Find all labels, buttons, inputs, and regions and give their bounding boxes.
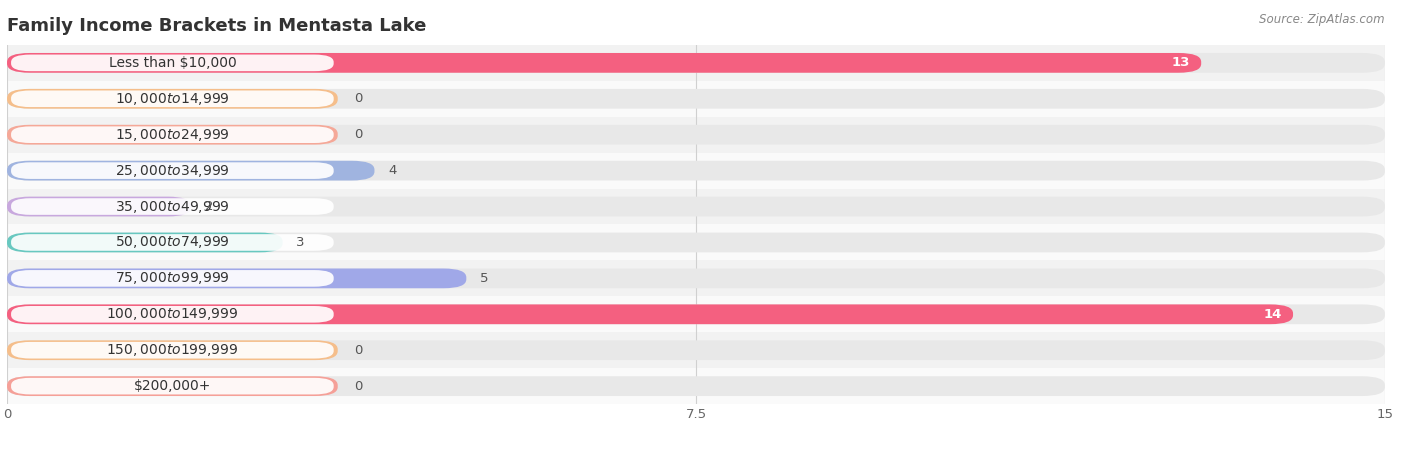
- FancyBboxPatch shape: [11, 91, 333, 107]
- Bar: [7, 296, 1385, 332]
- FancyBboxPatch shape: [7, 125, 1385, 145]
- FancyBboxPatch shape: [11, 342, 333, 358]
- Text: $200,000+: $200,000+: [134, 379, 211, 393]
- Text: $50,000 to $74,999: $50,000 to $74,999: [115, 234, 229, 251]
- Text: $15,000 to $24,999: $15,000 to $24,999: [115, 127, 229, 143]
- FancyBboxPatch shape: [7, 376, 337, 396]
- Text: 0: 0: [354, 344, 363, 357]
- Bar: [7, 189, 1385, 224]
- Text: 14: 14: [1264, 308, 1282, 321]
- FancyBboxPatch shape: [7, 197, 1385, 216]
- Bar: [7, 224, 1385, 260]
- Bar: [7, 260, 1385, 296]
- Text: Less than $10,000: Less than $10,000: [108, 56, 236, 70]
- FancyBboxPatch shape: [7, 269, 467, 288]
- FancyBboxPatch shape: [11, 270, 333, 286]
- FancyBboxPatch shape: [7, 304, 1385, 324]
- FancyBboxPatch shape: [11, 127, 333, 143]
- Bar: [7, 153, 1385, 189]
- Text: 5: 5: [479, 272, 489, 285]
- Text: 0: 0: [354, 92, 363, 105]
- FancyBboxPatch shape: [7, 125, 337, 145]
- Text: 0: 0: [354, 380, 363, 392]
- FancyBboxPatch shape: [7, 161, 1385, 180]
- FancyBboxPatch shape: [7, 233, 1385, 252]
- FancyBboxPatch shape: [11, 55, 333, 71]
- FancyBboxPatch shape: [7, 304, 1294, 324]
- FancyBboxPatch shape: [7, 161, 374, 180]
- Text: Family Income Brackets in Mentasta Lake: Family Income Brackets in Mentasta Lake: [7, 17, 426, 35]
- FancyBboxPatch shape: [7, 53, 1385, 73]
- Text: 4: 4: [388, 164, 396, 177]
- Text: 0: 0: [354, 128, 363, 141]
- Text: 13: 13: [1171, 57, 1189, 69]
- FancyBboxPatch shape: [11, 306, 333, 322]
- FancyBboxPatch shape: [7, 197, 191, 216]
- Bar: [7, 368, 1385, 404]
- FancyBboxPatch shape: [7, 53, 1201, 73]
- FancyBboxPatch shape: [7, 89, 1385, 109]
- FancyBboxPatch shape: [7, 89, 337, 109]
- Text: $100,000 to $149,999: $100,000 to $149,999: [107, 306, 239, 322]
- FancyBboxPatch shape: [11, 163, 333, 179]
- Bar: [7, 45, 1385, 81]
- Text: 3: 3: [297, 236, 305, 249]
- FancyBboxPatch shape: [7, 376, 1385, 396]
- Text: $150,000 to $199,999: $150,000 to $199,999: [107, 342, 239, 358]
- FancyBboxPatch shape: [7, 269, 1385, 288]
- FancyBboxPatch shape: [7, 340, 1385, 360]
- Bar: [7, 117, 1385, 153]
- FancyBboxPatch shape: [11, 378, 333, 394]
- Text: $25,000 to $34,999: $25,000 to $34,999: [115, 163, 229, 179]
- Text: $10,000 to $14,999: $10,000 to $14,999: [115, 91, 229, 107]
- FancyBboxPatch shape: [11, 198, 333, 215]
- FancyBboxPatch shape: [7, 233, 283, 252]
- Text: $35,000 to $49,999: $35,000 to $49,999: [115, 198, 229, 215]
- Bar: [7, 332, 1385, 368]
- FancyBboxPatch shape: [7, 340, 337, 360]
- Text: Source: ZipAtlas.com: Source: ZipAtlas.com: [1260, 13, 1385, 26]
- Text: $75,000 to $99,999: $75,000 to $99,999: [115, 270, 229, 286]
- Bar: [7, 81, 1385, 117]
- FancyBboxPatch shape: [11, 234, 333, 251]
- Text: 2: 2: [204, 200, 214, 213]
